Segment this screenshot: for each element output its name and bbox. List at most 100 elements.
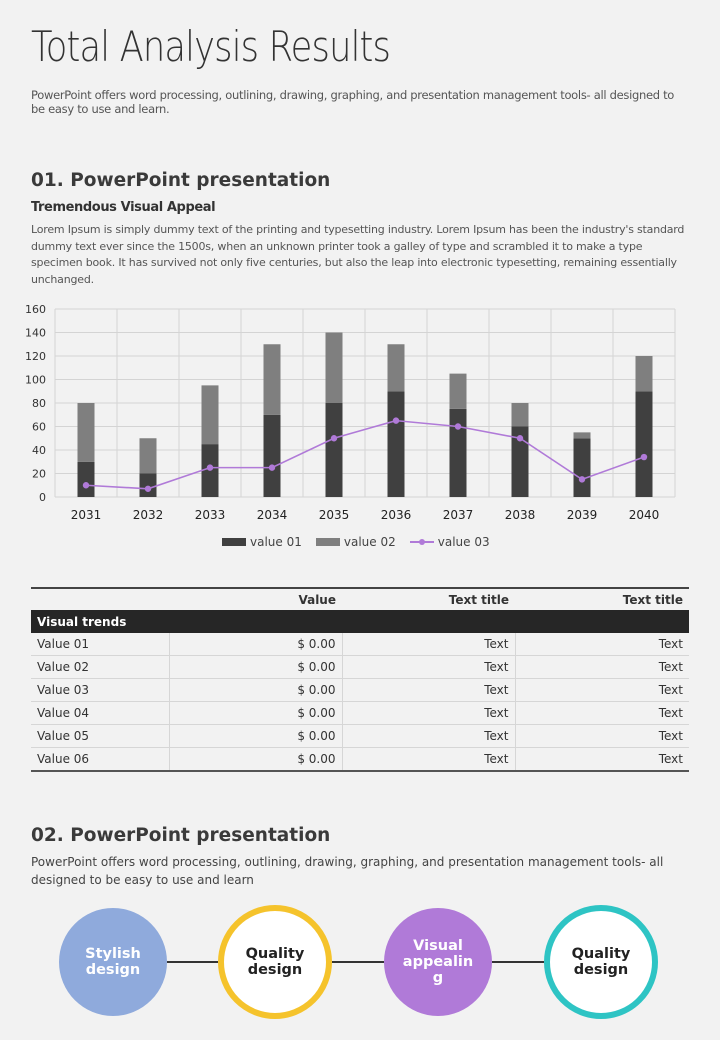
y-tick-label: 0 bbox=[39, 491, 46, 504]
bar-value-01-2035 bbox=[325, 403, 343, 497]
bar-value-01-2032 bbox=[139, 473, 157, 497]
table-group-label: Visual trends bbox=[31, 610, 689, 633]
bar-value-02-2037 bbox=[449, 373, 467, 409]
circle-label: Stylish design bbox=[85, 946, 141, 978]
y-tick-label: 20 bbox=[32, 468, 46, 481]
table-row: Value 05 $ 0.00 Text Text bbox=[31, 724, 689, 748]
point-value-03-2039 bbox=[578, 476, 586, 483]
x-tick-label: 2032 bbox=[133, 508, 164, 522]
table-cell: $ 0.00 bbox=[168, 655, 342, 679]
table-cell: Value 01 bbox=[31, 633, 169, 656]
table-cell: Text bbox=[341, 633, 515, 656]
point-value-03-2031 bbox=[82, 482, 90, 489]
x-tick-label: 2037 bbox=[443, 508, 474, 522]
page-title: Total Analysis Results bbox=[31, 22, 391, 71]
table-cell: $ 0.00 bbox=[168, 633, 342, 656]
point-value-03-2032 bbox=[144, 485, 152, 492]
y-tick-label: 120 bbox=[25, 350, 46, 363]
legend-label-value-01: value 01 bbox=[250, 535, 302, 549]
x-tick-label: 2038 bbox=[505, 508, 536, 522]
bar-value-02-2040 bbox=[635, 356, 653, 392]
table-cell: Value 06 bbox=[31, 747, 169, 772]
y-tick-label: 40 bbox=[32, 444, 46, 457]
table-cell: Text bbox=[341, 724, 515, 748]
table-cell: Value 03 bbox=[31, 678, 169, 702]
point-value-03-2034 bbox=[268, 464, 276, 471]
bar-value-01-2034 bbox=[263, 414, 281, 497]
legend-item-value-03: value 03 bbox=[409, 535, 490, 549]
table-cell: Text bbox=[341, 678, 515, 702]
bar-value-02-2036 bbox=[387, 344, 405, 392]
circle-label: Visual appealin g bbox=[403, 938, 473, 986]
legend-label-value-02: value 02 bbox=[343, 535, 396, 549]
bar-value-02-2034 bbox=[263, 344, 281, 415]
y-tick-label: 60 bbox=[32, 421, 46, 434]
y-tick-label: 100 bbox=[25, 374, 46, 387]
table-header-text-title-1: Text title bbox=[342, 587, 515, 610]
point-value-03-2033 bbox=[206, 464, 214, 471]
circle-label-line: design bbox=[573, 962, 629, 978]
table-header-text-title-2: Text title bbox=[515, 587, 689, 610]
legend-label-value-03: value 03 bbox=[437, 535, 490, 549]
section-1-subheading: Tremendous Visual Appeal bbox=[31, 200, 216, 215]
bar-value-02-2031 bbox=[77, 403, 95, 462]
table-row: Value 03 $ 0.00 Text Text bbox=[31, 678, 689, 702]
y-tick-label: 140 bbox=[25, 327, 46, 340]
circle-label-line: g bbox=[432, 970, 444, 986]
circle-label-line: Visual bbox=[413, 938, 463, 954]
table-cell: Text bbox=[341, 701, 515, 725]
bar-value-01-2038 bbox=[511, 426, 529, 497]
x-tick-label: 2039 bbox=[567, 508, 598, 522]
x-tick-label: 2034 bbox=[257, 508, 288, 522]
bar-value-02-2039 bbox=[573, 432, 591, 439]
table-cell: $ 0.00 bbox=[168, 724, 342, 748]
table-row: Value 01 $ 0.00 Text Text bbox=[31, 633, 689, 656]
circle-label: Quality design bbox=[572, 946, 631, 978]
table-row: Value 06 $ 0.00 Text Text bbox=[31, 747, 689, 772]
x-tick-label: 2036 bbox=[381, 508, 412, 522]
table-header-empty bbox=[31, 587, 169, 610]
circle-label-line: Quality bbox=[245, 946, 305, 962]
table-header-value: Value bbox=[169, 587, 342, 610]
point-value-03-2036 bbox=[392, 417, 400, 424]
section-2-paragraph: PowerPoint offers word processing, outli… bbox=[31, 855, 664, 887]
bar-value-02-2033 bbox=[201, 385, 219, 445]
circle-label-line: Quality bbox=[571, 946, 631, 962]
table-cell: $ 0.00 bbox=[168, 701, 342, 725]
table-cell: Text bbox=[514, 655, 689, 679]
visual-trends-table: Value Text title Text title Visual trend… bbox=[31, 587, 689, 772]
circle-label-line: Stylish bbox=[85, 946, 141, 962]
section-1-heading: 01. PowerPoint presentation bbox=[31, 170, 331, 191]
bar-value-02-2032 bbox=[139, 438, 157, 474]
point-value-03-2037 bbox=[454, 423, 462, 430]
table-group-row: Visual trends bbox=[31, 610, 689, 633]
circle-label-line: design bbox=[247, 962, 303, 978]
table-cell: Text bbox=[514, 747, 689, 772]
bar-value-01-2036 bbox=[387, 391, 405, 497]
table-cell: $ 0.00 bbox=[168, 678, 342, 702]
bar-value-02-2035 bbox=[325, 332, 343, 403]
y-tick-label: 160 bbox=[25, 303, 46, 316]
table-row: Value 04 $ 0.00 Text Text bbox=[31, 701, 689, 725]
circle-label-line: appealin bbox=[402, 954, 474, 970]
x-tick-label: 2033 bbox=[195, 508, 226, 522]
table-cell: Value 02 bbox=[31, 655, 169, 679]
point-value-03-2038 bbox=[516, 435, 524, 442]
table-cell: Text bbox=[341, 747, 515, 772]
page-subtitle: PowerPoint offers word processing, outli… bbox=[31, 88, 675, 116]
circle-label-line: design bbox=[85, 962, 141, 978]
circle-quality-design: Quality design bbox=[544, 905, 658, 1019]
table-cell: Text bbox=[514, 633, 689, 656]
table-cell: Value 05 bbox=[31, 724, 169, 748]
table-cell: Text bbox=[341, 655, 515, 679]
x-tick-label: 2040 bbox=[629, 508, 660, 522]
point-value-03-2040 bbox=[640, 453, 648, 461]
table-row: Value 02 $ 0.00 Text Text bbox=[31, 655, 689, 679]
circle-connector-line bbox=[167, 961, 218, 963]
legend-swatch-value-02 bbox=[315, 538, 340, 546]
bar-value-01-2040 bbox=[635, 391, 653, 497]
section-1-paragraph: Lorem Ipsum is simply dummy text of the … bbox=[31, 223, 685, 286]
table-cell: Value 04 bbox=[31, 701, 169, 725]
circle-visual-appealing: Visual appealin g bbox=[384, 908, 492, 1016]
